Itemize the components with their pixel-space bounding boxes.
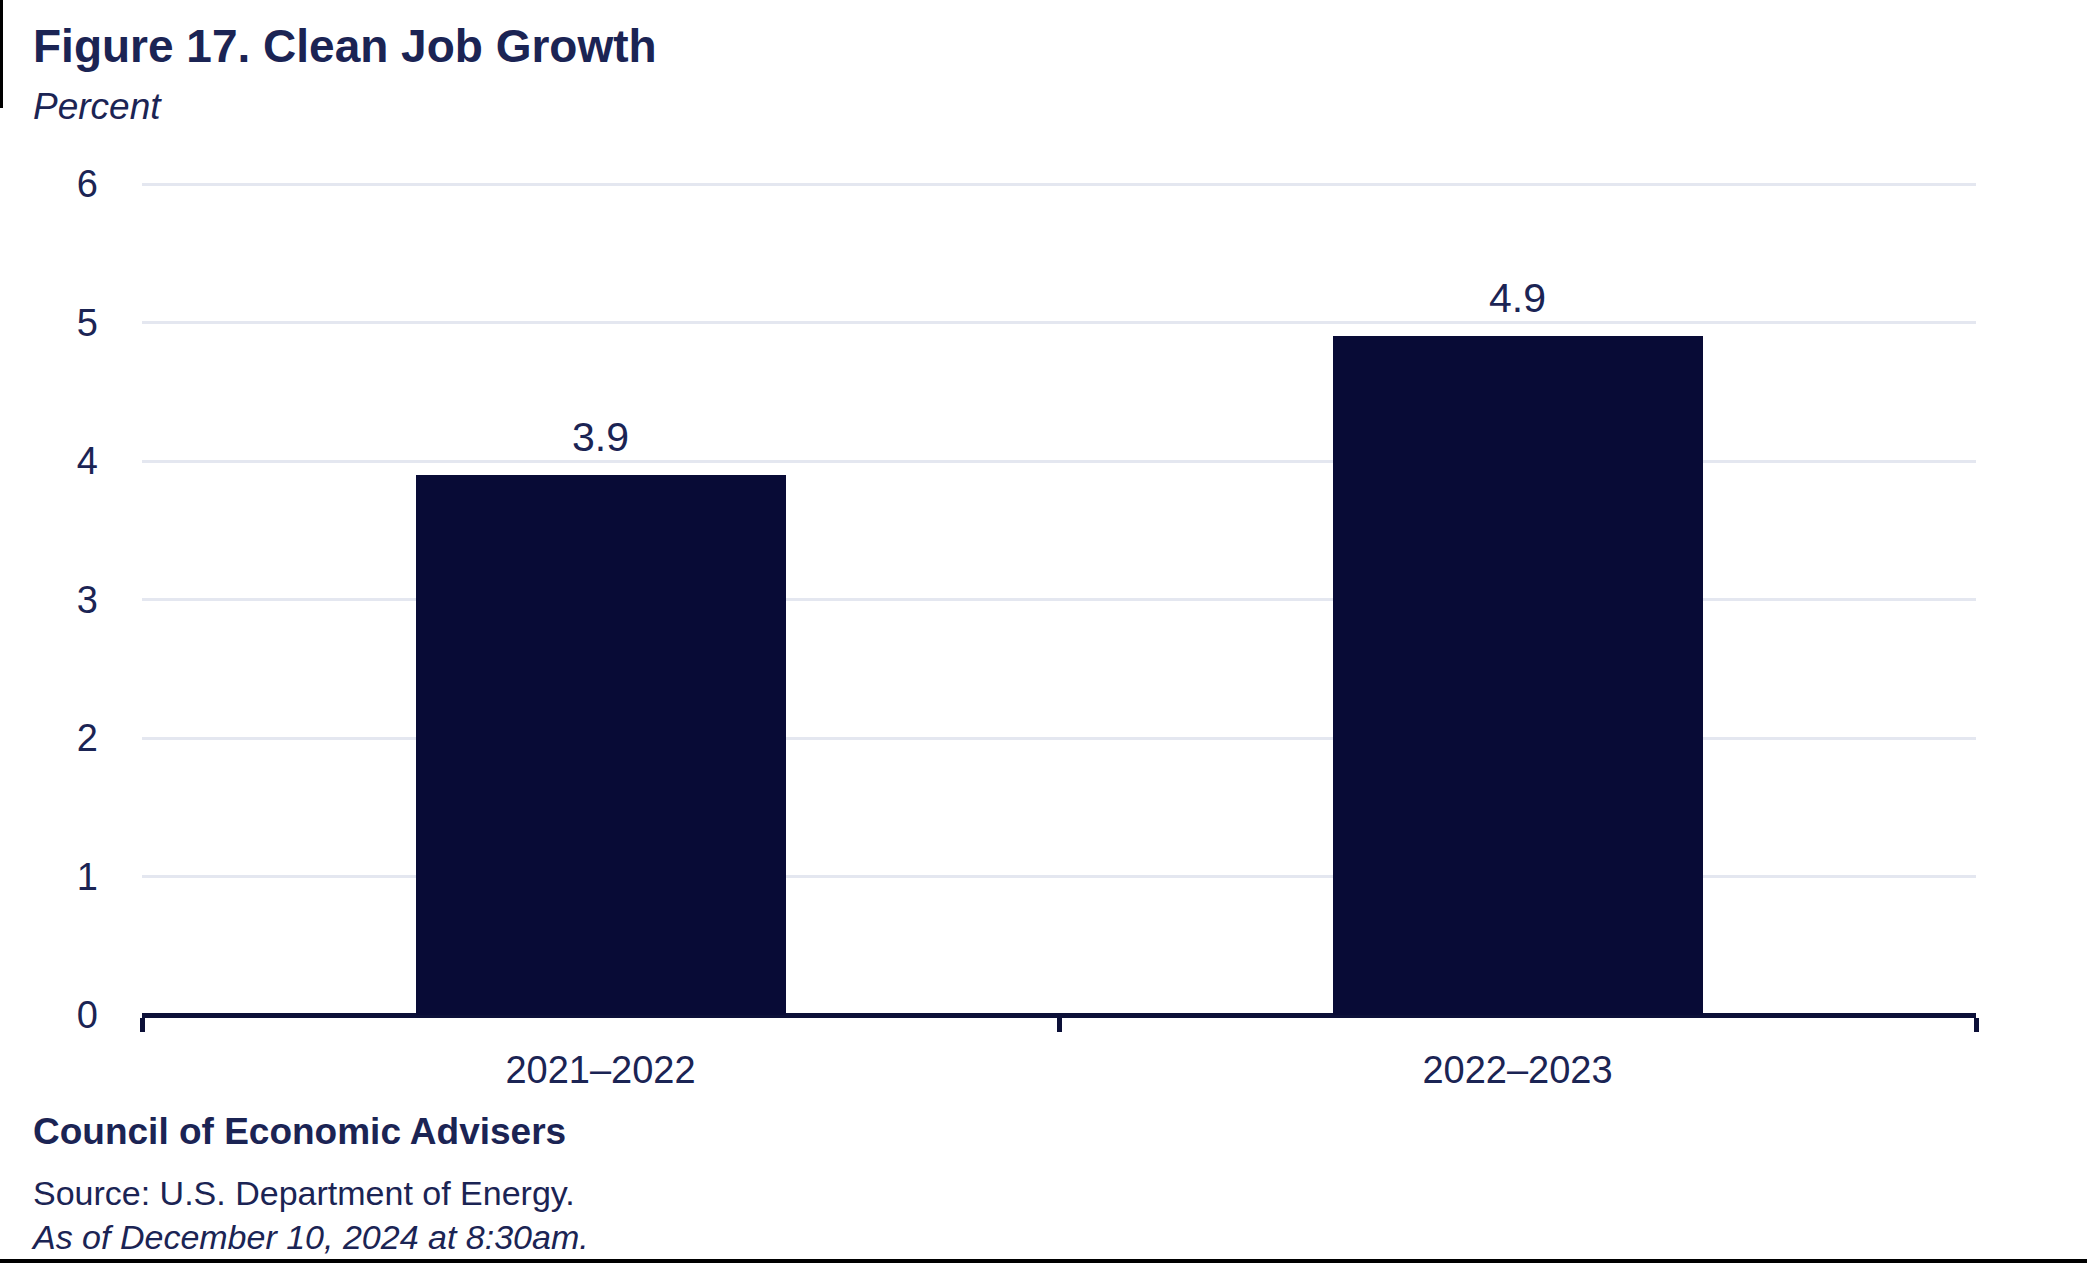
y-axis-tick-label: 4: [0, 437, 98, 485]
y-axis-tick-label: 6: [0, 160, 98, 208]
gridline: [142, 183, 1976, 186]
figure-page: Figure 17. Clean Job Growth Percent 0123…: [0, 0, 2087, 1264]
x-axis-category-label: 2022–2023: [1318, 1047, 1718, 1093]
x-axis-tick-mark: [140, 1018, 145, 1032]
bar: [1333, 336, 1703, 1015]
y-axis-tick-label: 2: [0, 714, 98, 762]
bottom-border-line: [0, 1259, 2087, 1263]
bar: [416, 475, 786, 1015]
gridline: [142, 321, 1976, 324]
bar-value-label: 4.9: [1368, 272, 1668, 324]
x-axis-tick-mark: [1974, 1018, 1979, 1032]
footer-source-note: Source: U.S. Department of Energy.: [33, 1172, 575, 1214]
y-axis-tick-label: 5: [0, 299, 98, 347]
y-axis-tick-label: 1: [0, 853, 98, 901]
footer-organization: Council of Economic Advisers: [33, 1108, 566, 1156]
y-axis-tick-label: 3: [0, 576, 98, 624]
footer-asof-note: As of December 10, 2024 at 8:30am.: [33, 1216, 589, 1258]
bar-chart-plot-area: 0 1 2 3 4 5 6 3.9 2021–2022 4.9 2022–2023: [0, 0, 2087, 1264]
bar-value-label: 3.9: [451, 411, 751, 463]
y-axis-tick-label: 0: [0, 991, 98, 1039]
x-axis-category-label: 2021–2022: [401, 1047, 801, 1093]
x-axis-tick-mark: [1057, 1018, 1062, 1032]
